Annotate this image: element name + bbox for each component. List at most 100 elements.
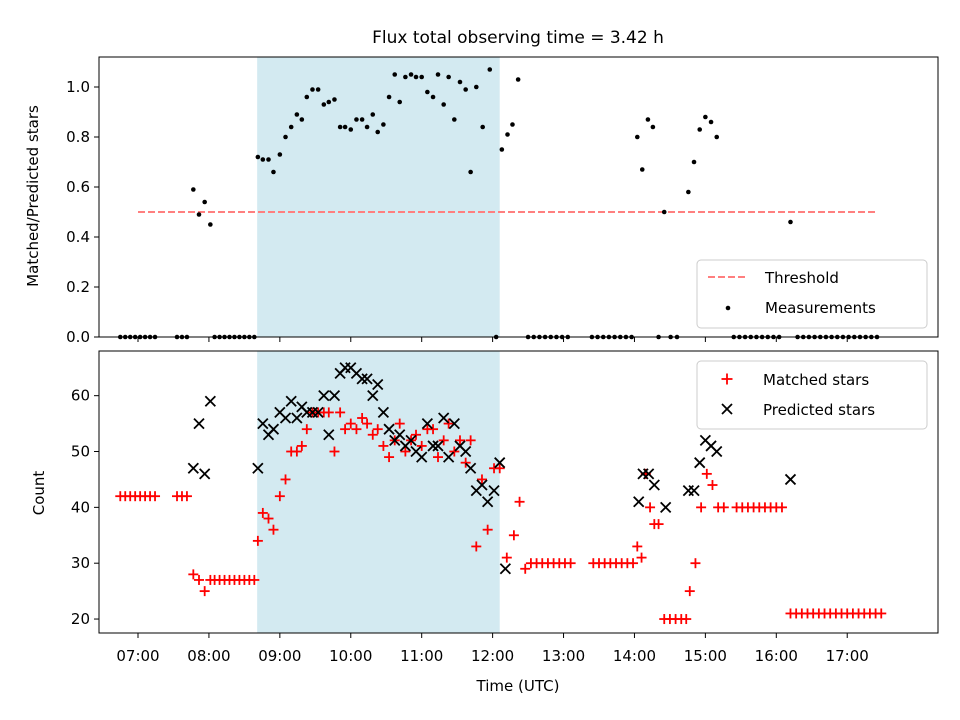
- matched-star-point: [465, 435, 476, 446]
- predicted-star-point: [285, 395, 297, 407]
- measurement-point: [697, 127, 703, 132]
- matched-star-point: [400, 446, 411, 457]
- matched-star-point: [340, 424, 351, 435]
- matched-star-point: [433, 452, 444, 463]
- predicted-star-point: [291, 412, 303, 424]
- bottom-x-axis-ticks: 07:00 08:00 09:00 10:00 11:00 12:00 13:00 14:00…: [116, 633, 869, 665]
- legend-measurements-label: Measurements: [765, 299, 876, 317]
- predicted-star-point: [688, 484, 700, 497]
- top-axes-frame: [98, 56, 939, 338]
- top-panel: Flux total observing time = 3.42 h 0.0 0.…: [24, 28, 939, 346]
- measurement-point: [691, 159, 697, 165]
- matched-star-point: [329, 446, 340, 457]
- x-tick-label: 14:00: [613, 647, 656, 665]
- predicted-star-point: [427, 440, 439, 452]
- predicted-star-point: [361, 373, 373, 385]
- measurement-point: [468, 169, 473, 175]
- matched-star-point: [636, 552, 647, 563]
- measurement-point: [788, 219, 793, 225]
- matched-star-point: [188, 569, 199, 580]
- predicted-star-point: [476, 479, 488, 491]
- measurement-point: [315, 87, 321, 92]
- measurement-point: [337, 124, 343, 130]
- measurement-point: [321, 102, 327, 107]
- measurement-point: [277, 152, 283, 157]
- predicted-star-point: [356, 373, 368, 385]
- top-x-axis-ticks: [137, 337, 848, 342]
- matched-star-point: [428, 424, 439, 435]
- legend-matched-label: Matched stars: [763, 371, 869, 389]
- measurement-point: [408, 72, 414, 77]
- measurement-point: [650, 124, 656, 130]
- measurement-point: [430, 94, 436, 100]
- y-tick-label: 60: [71, 387, 90, 405]
- measurement-point: [208, 222, 213, 227]
- measurement-point: [299, 117, 305, 122]
- matched-star-point: [280, 474, 291, 485]
- y-tick-label: 1.0: [66, 78, 90, 96]
- matched-star-point: [645, 502, 656, 513]
- matched-star-point: [628, 558, 639, 569]
- legend-box: [696, 360, 928, 430]
- predicted-star-point: [432, 440, 444, 452]
- predicted-star-point: [328, 390, 341, 402]
- measurement-point: [480, 124, 485, 130]
- top-legend: Threshold Measurements: [696, 259, 928, 329]
- matched-star-point: [274, 491, 285, 502]
- matched-star-point: [199, 586, 210, 597]
- matched-star-point: [181, 491, 192, 502]
- measurement-point: [348, 127, 354, 132]
- measurement-point: [386, 94, 392, 100]
- measurement-point: [283, 134, 288, 140]
- measurement-point: [452, 117, 457, 122]
- predicted-star-point: [199, 468, 211, 480]
- matched-star-point: [681, 614, 692, 625]
- predicted-star-point: [252, 462, 264, 474]
- predicted-star-point: [488, 484, 500, 497]
- x-tick-label: 08:00: [187, 647, 230, 665]
- matched-star-point: [351, 424, 362, 435]
- measurement-point: [499, 147, 505, 152]
- predicted-star-point: [318, 390, 330, 402]
- matched-star-point: [416, 440, 427, 451]
- predicted-star-point: [633, 496, 645, 508]
- predicted-star-point: [643, 468, 655, 480]
- predicted-star-point: [438, 412, 450, 424]
- measurement-point: [266, 157, 271, 162]
- measurement-point: [413, 74, 419, 80]
- matched-star-point: [263, 513, 274, 524]
- matched-star-point: [454, 435, 465, 446]
- matched-star-point: [323, 407, 334, 418]
- measurement-point: [505, 132, 510, 137]
- y-tick-label: 40: [71, 498, 90, 516]
- predicted-star-point: [267, 423, 280, 435]
- measurement-point: [441, 102, 446, 107]
- measurement-point: [288, 124, 294, 130]
- predicted-star-point: [279, 412, 292, 424]
- legend-predicted-swatch: [721, 403, 733, 415]
- matched-star-point: [367, 429, 378, 440]
- measurement-point: [639, 167, 645, 172]
- x-tick-label: 15:00: [684, 647, 727, 665]
- matched-star-point: [520, 563, 531, 574]
- chart-title: Flux total observing time = 3.42 h: [372, 28, 664, 48]
- matched-star-point: [514, 496, 525, 507]
- measurement-point: [370, 112, 376, 117]
- y-tick-label: 0.0: [66, 328, 90, 346]
- x-tick-label: 11:00: [400, 647, 443, 665]
- predicted-star-point: [367, 390, 379, 402]
- y-tick-label: 0.8: [66, 128, 90, 146]
- predicted-star-point: [660, 501, 672, 513]
- matched-star-point: [482, 524, 493, 535]
- measurement-point: [255, 154, 261, 160]
- matched-star-point: [690, 558, 701, 569]
- legend-threshold-label: Threshold: [764, 269, 839, 287]
- measurement-point: [304, 94, 310, 100]
- matched-star-point: [291, 446, 302, 457]
- matched-star-point: [476, 474, 487, 485]
- matched-star-point: [411, 429, 422, 440]
- measurement-point: [202, 199, 207, 205]
- measurement-point: [403, 74, 408, 80]
- matched-star-point: [345, 418, 356, 429]
